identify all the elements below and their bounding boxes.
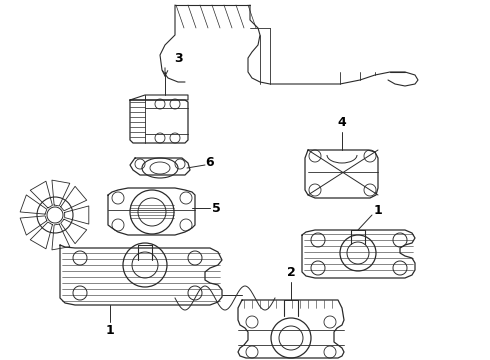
Text: 6: 6 [206, 156, 214, 168]
Text: 3: 3 [173, 51, 182, 64]
Text: 2: 2 [287, 266, 295, 279]
Text: 4: 4 [338, 116, 346, 129]
Text: 5: 5 [212, 202, 220, 215]
Text: 1: 1 [374, 203, 382, 216]
Text: 1: 1 [106, 324, 114, 337]
